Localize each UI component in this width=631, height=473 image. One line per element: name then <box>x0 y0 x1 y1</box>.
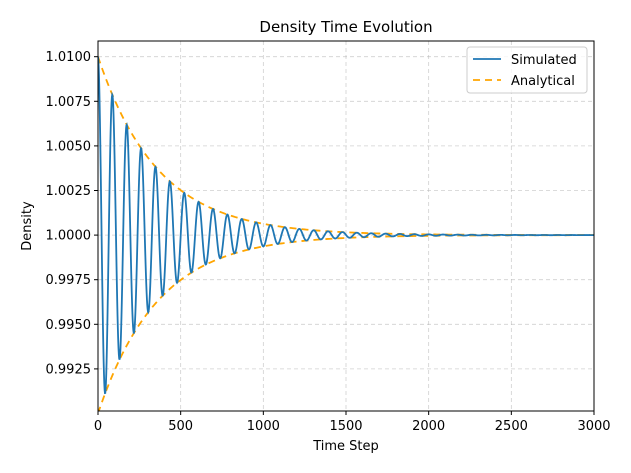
x-tick-label: 1500 <box>329 419 362 434</box>
y-tick-label: 0.9925 <box>46 362 92 377</box>
y-tick-label: 0.9950 <box>46 318 92 333</box>
y-tick-label: 1.0025 <box>46 184 92 199</box>
y-tick-label: 1.0050 <box>46 139 92 154</box>
y-tick-label: 1.0075 <box>46 95 92 110</box>
y-tick-label: 1.0100 <box>46 50 92 65</box>
simulated-line <box>98 56 594 395</box>
y-tick-label: 0.9975 <box>46 273 92 288</box>
y-axis-label: Density <box>20 201 35 251</box>
legend-label-simulated: Simulated <box>511 53 577 68</box>
x-tick-label: 500 <box>168 419 193 434</box>
x-tick-label: 2500 <box>495 419 528 434</box>
axes: 0 500 1000 1500 2000 2500 3000 0.9925 0.9950 0.99… <box>46 50 611 434</box>
x-tick-label: 0 <box>94 419 102 434</box>
x-tick-label: 3000 <box>577 419 610 434</box>
x-tick-label: 2000 <box>412 419 445 434</box>
y-tick-label: 1.0000 <box>46 229 92 244</box>
legend-label-analytical: Analytical <box>511 74 575 89</box>
x-tick-label: 1000 <box>247 419 280 434</box>
chart-title: Density Time Evolution <box>259 18 432 36</box>
legend: Simulated Analytical <box>466 46 588 94</box>
x-axis-label: Time Step <box>312 439 379 454</box>
